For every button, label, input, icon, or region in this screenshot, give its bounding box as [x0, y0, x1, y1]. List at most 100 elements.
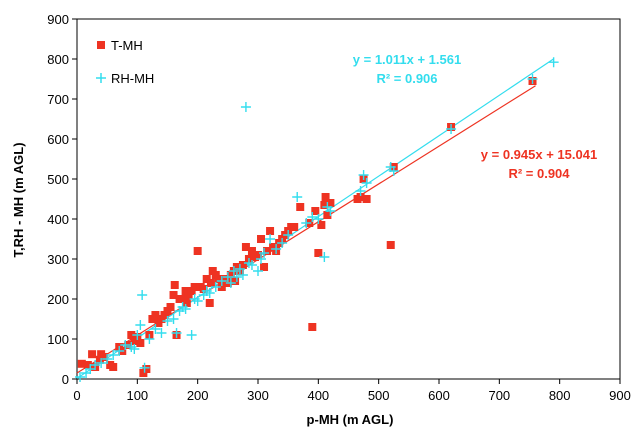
data-point-t-mh — [151, 311, 160, 319]
data-point-rh-mh — [527, 74, 538, 84]
data-point-t-mh — [88, 350, 97, 359]
y-axis-title: T,RH - MH (m AGL) — [11, 142, 26, 257]
data-point-rh-mh — [102, 354, 113, 364]
data-point-rh-mh — [137, 290, 148, 300]
data-point-t-mh — [190, 283, 199, 291]
rh-mh-r2: R² = 0.906 — [376, 71, 437, 86]
data-point-t-mh — [109, 363, 118, 371]
data-point-rh-mh — [210, 282, 221, 292]
data-point-t-mh — [317, 221, 326, 229]
data-point-rh-mh — [162, 316, 173, 326]
axes: 0 100 200 300 400 500 600 700 800 900 0 100 200 300 40… — [47, 12, 631, 403]
data-point-rh-mh — [446, 124, 457, 134]
data-point-rh-mh — [120, 340, 131, 350]
y-tick-label: 0 — [62, 372, 69, 387]
data-point-rh-mh — [150, 324, 161, 334]
data-point-rh-mh — [144, 334, 155, 344]
y-tick-label: 600 — [47, 132, 69, 147]
data-point-rh-mh — [325, 206, 336, 216]
x-tick-label: 100 — [126, 388, 148, 403]
data-point-rh-mh — [114, 346, 125, 356]
legend-label-t-mh: T-MH — [111, 38, 143, 53]
data-point-t-mh — [311, 207, 320, 215]
data-point-rh-mh — [156, 328, 167, 338]
data-point-rh-mh — [132, 330, 143, 340]
data-point-rh-mh — [358, 170, 369, 180]
data-point-rh-mh — [135, 320, 146, 330]
data-point-t-mh — [257, 235, 266, 243]
y-tick-label: 200 — [47, 292, 69, 307]
data-point-rh-mh — [96, 358, 107, 368]
data-point-rh-mh — [388, 166, 399, 176]
data-point-rh-mh — [75, 372, 86, 382]
data-point-rh-mh — [90, 360, 101, 370]
data-point-rh-mh — [180, 304, 191, 314]
data-point-t-mh — [166, 303, 175, 311]
data-point-t-mh — [386, 241, 395, 249]
data-point-t-mh — [95, 355, 104, 364]
data-point-t-mh — [308, 323, 317, 331]
data-point-t-mh — [321, 193, 330, 201]
data-point-rh-mh — [192, 296, 203, 306]
y-tick-label: 700 — [47, 92, 69, 107]
data-point-t-mh — [231, 277, 240, 285]
x-tick-label: 800 — [549, 388, 571, 403]
data-point-t-mh — [182, 299, 191, 307]
data-point-rh-mh — [307, 212, 318, 222]
series-rh-mh — [75, 57, 559, 382]
data-point-rh-mh — [277, 238, 288, 248]
data-point-t-mh — [202, 275, 211, 283]
data-point-rh-mh — [231, 272, 242, 282]
data-point-rh-mh — [361, 178, 372, 188]
y-tick-label: 300 — [47, 252, 69, 267]
x-tick-label: 0 — [73, 388, 80, 403]
data-point-rh-mh — [265, 234, 276, 244]
data-point-t-mh — [356, 193, 365, 201]
data-point-rh-mh — [313, 214, 324, 224]
data-point-rh-mh — [237, 270, 248, 280]
data-point-t-mh — [206, 279, 215, 287]
data-point-t-mh — [296, 203, 305, 211]
data-point-t-mh — [362, 195, 371, 203]
data-point-t-mh — [326, 199, 335, 207]
legend-item-rh-mh: RH-MH — [96, 71, 154, 86]
t-mh-r2: R² = 0.904 — [508, 166, 570, 181]
y-tick-label: 800 — [47, 52, 69, 67]
data-point-rh-mh — [171, 328, 182, 338]
data-point-t-mh — [77, 359, 86, 368]
data-point-rh-mh — [216, 276, 227, 286]
legend-marker-rh-mh — [96, 73, 106, 83]
data-point-t-mh — [323, 211, 332, 219]
data-point-rh-mh — [256, 254, 267, 264]
data-point-rh-mh — [186, 330, 197, 340]
data-point-t-mh — [241, 243, 250, 251]
data-point-t-mh — [127, 331, 136, 339]
data-point-t-mh — [217, 283, 226, 291]
data-point-rh-mh — [129, 344, 140, 354]
data-point-t-mh — [266, 227, 275, 235]
y-tick-label: 400 — [47, 212, 69, 227]
legend: T-MH RH-MH — [96, 38, 154, 86]
trendline-t-mh — [76, 85, 536, 374]
rh-mh-equation: y = 1.011x + 1.561 — [353, 52, 461, 67]
data-point-t-mh — [170, 281, 179, 289]
data-point-t-mh — [314, 249, 323, 257]
data-point-rh-mh — [225, 278, 236, 288]
data-point-t-mh — [254, 251, 262, 259]
data-point-t-mh — [263, 247, 272, 255]
data-point-t-mh — [169, 291, 178, 299]
data-point-rh-mh — [283, 230, 294, 240]
legend-marker-t-mh — [97, 41, 105, 49]
x-tick-label: 600 — [428, 388, 450, 403]
x-tick-label: 500 — [368, 388, 390, 403]
data-point-t-mh — [205, 299, 214, 307]
data-points — [75, 57, 559, 382]
data-point-t-mh — [238, 261, 247, 269]
x-tick-label: 900 — [609, 388, 631, 403]
data-point-rh-mh — [234, 264, 245, 274]
x-axis-title: p-MH (m AGL) — [307, 412, 394, 427]
y-tick-label: 500 — [47, 172, 69, 187]
data-point-t-mh — [199, 285, 208, 293]
data-point-rh-mh — [246, 260, 257, 270]
